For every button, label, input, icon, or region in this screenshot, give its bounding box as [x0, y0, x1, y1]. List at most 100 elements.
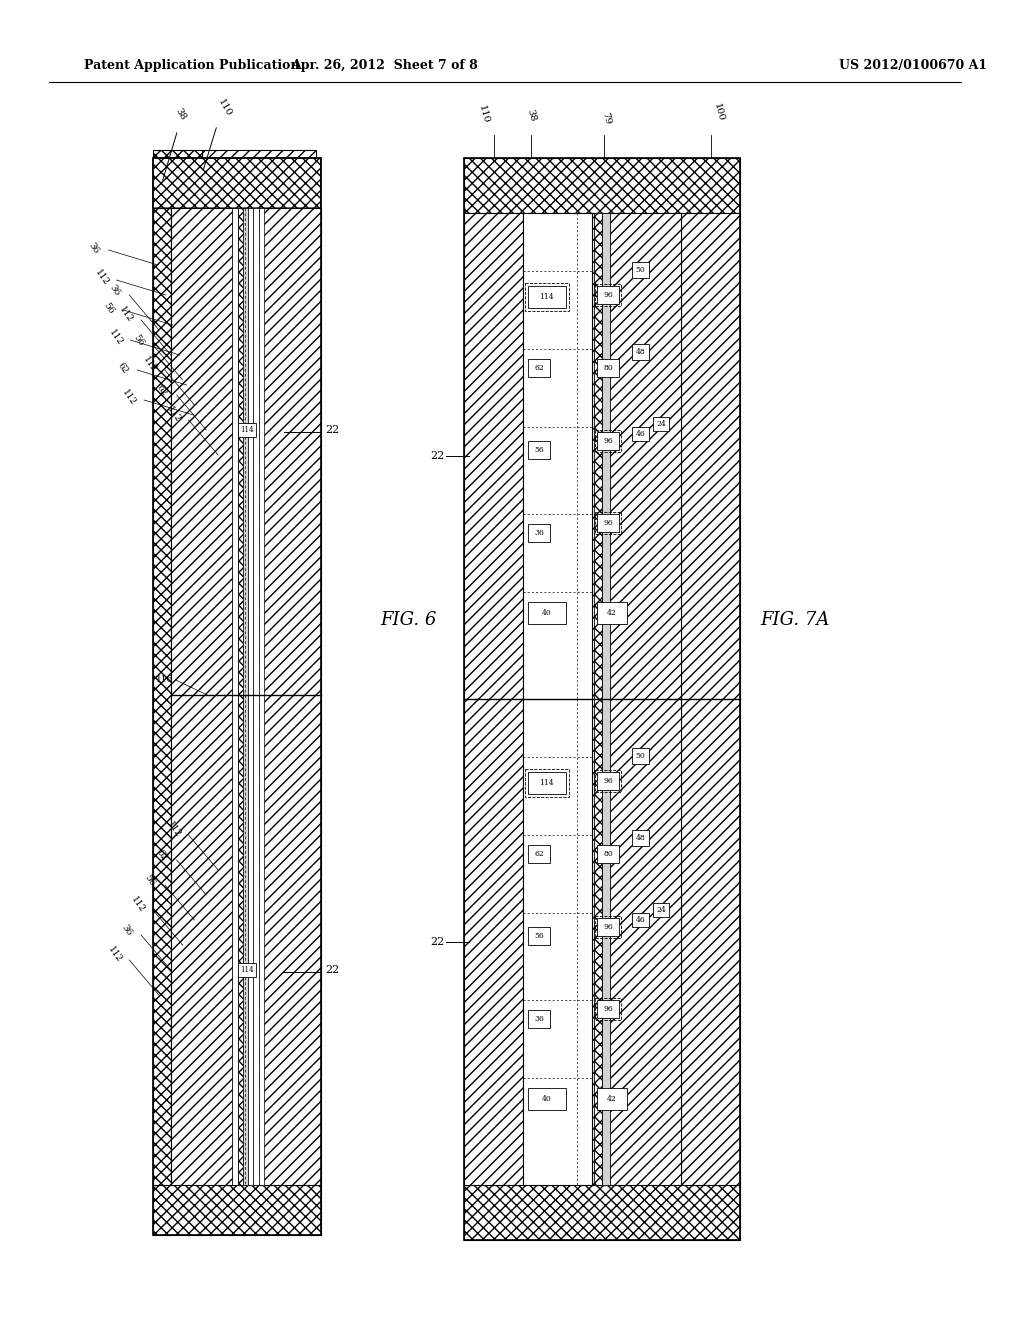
Bar: [594, 213, 602, 1185]
Text: 112: 112: [121, 388, 138, 408]
Text: 22: 22: [430, 451, 444, 461]
Text: 56: 56: [131, 333, 145, 347]
Text: FIG. 7A: FIG. 7A: [760, 611, 829, 630]
Bar: [153, 209, 171, 1185]
Text: 96: 96: [603, 519, 613, 527]
Text: 62: 62: [116, 360, 129, 375]
Text: 100: 100: [712, 102, 725, 121]
Bar: [597, 1088, 627, 1110]
Text: 96: 96: [603, 1006, 613, 1014]
Text: 96: 96: [603, 923, 613, 931]
Bar: [153, 150, 203, 205]
Text: 112: 112: [165, 821, 182, 840]
Bar: [528, 1088, 565, 1110]
Bar: [528, 845, 550, 863]
Bar: [528, 928, 550, 945]
Text: 114: 114: [240, 426, 254, 434]
Text: 40: 40: [542, 1094, 552, 1102]
Text: 112: 112: [118, 305, 135, 325]
Text: 36: 36: [108, 282, 122, 297]
Bar: [595, 284, 621, 306]
Bar: [597, 432, 618, 450]
Text: 114: 114: [540, 293, 554, 301]
Bar: [253, 209, 259, 696]
Bar: [597, 772, 618, 789]
Text: 112: 112: [105, 945, 123, 965]
Bar: [632, 747, 649, 763]
Text: 112: 112: [106, 329, 124, 347]
Bar: [632, 913, 649, 927]
Bar: [464, 213, 523, 1185]
Bar: [528, 286, 565, 308]
Text: FIG. 6: FIG. 6: [380, 611, 436, 630]
Bar: [243, 696, 248, 1185]
Bar: [153, 158, 321, 1236]
Text: 22: 22: [326, 425, 340, 436]
Text: 50: 50: [636, 265, 645, 273]
Bar: [528, 441, 550, 459]
Bar: [238, 964, 256, 977]
Text: 96: 96: [603, 777, 613, 785]
Bar: [464, 158, 740, 1239]
Bar: [528, 1010, 550, 1028]
Text: 48: 48: [636, 348, 645, 356]
Bar: [653, 903, 670, 917]
Bar: [248, 209, 253, 696]
Bar: [232, 209, 238, 696]
Text: 56: 56: [535, 446, 544, 454]
Bar: [632, 345, 649, 360]
Text: 48: 48: [636, 834, 645, 842]
Text: 36: 36: [534, 529, 544, 537]
Text: 36: 36: [120, 923, 133, 937]
Text: 80: 80: [603, 364, 613, 372]
Text: 62: 62: [155, 847, 169, 862]
Bar: [597, 602, 627, 624]
Text: 36: 36: [534, 1015, 544, 1023]
Bar: [525, 768, 568, 797]
FancyBboxPatch shape: [153, 158, 321, 209]
Text: 22: 22: [326, 965, 340, 975]
Text: 112: 112: [141, 355, 159, 375]
Bar: [595, 430, 621, 451]
Bar: [203, 150, 315, 205]
Text: 42: 42: [607, 1094, 616, 1102]
Bar: [595, 998, 621, 1020]
Bar: [653, 417, 670, 432]
Text: 80: 80: [603, 850, 613, 858]
Bar: [523, 213, 592, 1185]
Text: 46: 46: [636, 916, 645, 924]
Bar: [153, 205, 203, 1220]
Bar: [464, 158, 740, 213]
Text: 50: 50: [636, 751, 645, 759]
Bar: [528, 524, 550, 543]
Bar: [203, 205, 315, 1220]
Text: 112: 112: [130, 895, 146, 915]
Text: 38: 38: [525, 108, 537, 121]
Text: 62: 62: [155, 383, 169, 397]
Text: 38: 38: [174, 107, 187, 121]
Bar: [632, 426, 649, 441]
Text: 112: 112: [165, 405, 182, 425]
Bar: [232, 696, 238, 1185]
Bar: [632, 261, 649, 277]
Text: 40: 40: [542, 609, 552, 616]
Text: 36: 36: [87, 240, 100, 255]
Text: 62: 62: [535, 850, 544, 858]
Bar: [602, 213, 610, 1185]
Bar: [238, 696, 243, 1185]
Bar: [632, 830, 649, 846]
Bar: [243, 209, 248, 696]
Text: 110: 110: [477, 104, 490, 125]
Bar: [464, 1185, 740, 1239]
Bar: [595, 916, 621, 937]
Text: US 2012/0100670 A1: US 2012/0100670 A1: [839, 58, 987, 71]
Text: 42: 42: [607, 609, 616, 616]
Text: 79: 79: [600, 111, 612, 125]
Text: Patent Application Publication: Patent Application Publication: [84, 58, 299, 71]
Bar: [238, 209, 243, 696]
Bar: [171, 209, 321, 1185]
Text: 22: 22: [430, 937, 444, 946]
Bar: [597, 845, 618, 863]
Bar: [681, 213, 740, 1185]
Bar: [528, 359, 550, 376]
